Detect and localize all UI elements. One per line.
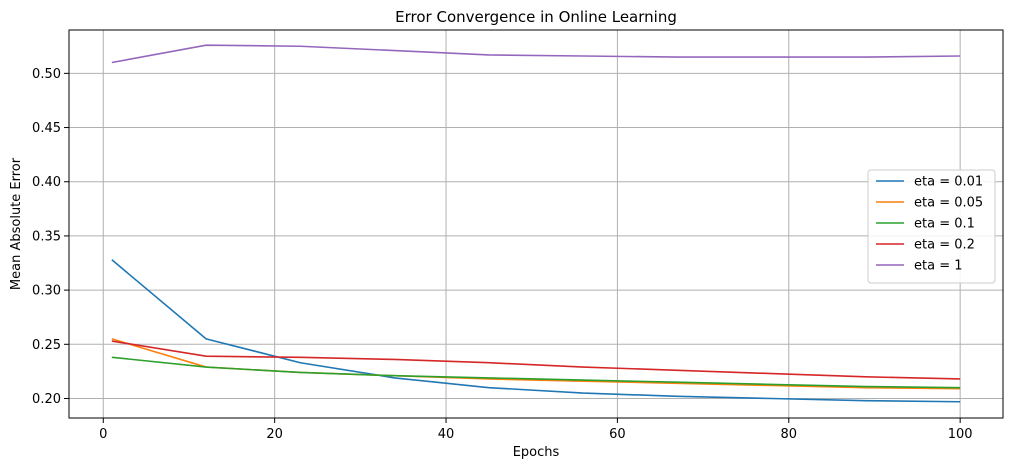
y-axis-label: Mean Absolute Error bbox=[9, 157, 24, 290]
x-tick-label: 40 bbox=[438, 427, 455, 442]
series-line-0 bbox=[111, 259, 961, 403]
series-line-2 bbox=[111, 356, 961, 389]
legend-entry-label: eta = 1 bbox=[914, 259, 963, 274]
y-tick-label: 0.20 bbox=[32, 392, 61, 407]
series-line-3 bbox=[111, 340, 961, 380]
grid bbox=[69, 30, 1003, 418]
legend-box bbox=[867, 169, 996, 284]
x-tick-label: 20 bbox=[266, 427, 283, 442]
y-tick-label: 0.45 bbox=[32, 121, 61, 136]
axis-ticks: 0 20 40 60 80 100 0.20 0.25 0.30 0.35 0.40 0.45 0.50 bbox=[32, 67, 973, 442]
legend-entry-label: eta = 0.1 bbox=[914, 217, 975, 232]
legend-entry-label: eta = 0.01 bbox=[914, 175, 983, 190]
y-tick-label: 0.40 bbox=[32, 175, 61, 190]
legend-entry-label: eta = 0.2 bbox=[914, 238, 975, 253]
x-tick-label: 80 bbox=[781, 427, 798, 442]
legend: eta = 0.01 eta = 0.05 eta = 0.1 eta = 0.2 et… bbox=[867, 169, 996, 284]
y-tick-label: 0.30 bbox=[32, 284, 61, 299]
y-tick-label: 0.25 bbox=[32, 338, 61, 353]
series-lines bbox=[111, 44, 961, 403]
y-tick-label: 0.50 bbox=[32, 67, 61, 82]
plot-area-frame bbox=[68, 29, 1004, 419]
series-line-1 bbox=[111, 338, 961, 390]
x-tick-label: 100 bbox=[948, 427, 973, 442]
chart-title: Error Convergence in Online Learning bbox=[395, 8, 677, 26]
x-tick-label: 0 bbox=[99, 427, 107, 442]
y-tick-label: 0.35 bbox=[32, 229, 61, 244]
legend-entry-label: eta = 0.05 bbox=[914, 196, 983, 211]
x-axis-label: Epochs bbox=[513, 445, 560, 460]
x-tick-label: 60 bbox=[609, 427, 626, 442]
series-line-4 bbox=[111, 44, 961, 64]
